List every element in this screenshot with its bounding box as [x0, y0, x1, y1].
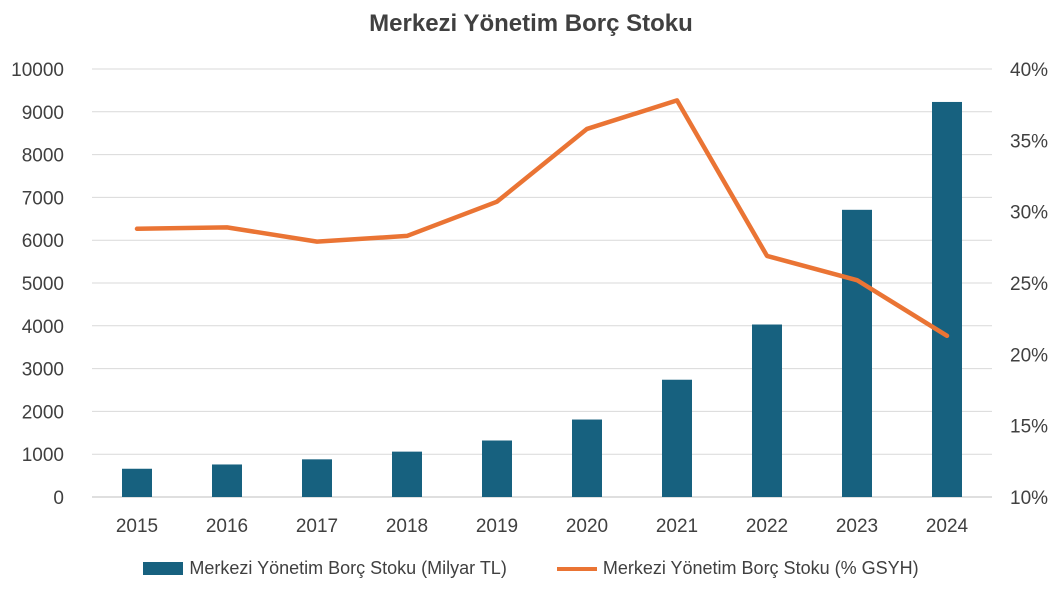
y-left-tick-label: 1000: [22, 445, 64, 466]
y-right-tick-label: 20%: [1010, 345, 1048, 366]
legend-bar-label: Merkezi Yönetim Borç Stoku (Milyar TL): [189, 558, 507, 578]
bar-2017: [302, 459, 332, 497]
bar-2023: [842, 209, 872, 497]
y-left-tick-label: 4000: [22, 317, 64, 338]
x-tick-label: 2020: [566, 516, 608, 537]
legend-bar-swatch: [143, 562, 184, 575]
legend-line-swatch: [556, 566, 597, 571]
x-tick-label: 2017: [296, 516, 338, 537]
chart-title: Merkezi Yönetim Borç Stoku: [369, 10, 693, 37]
bar-2020: [572, 419, 602, 497]
x-tick-label: 2015: [116, 516, 158, 537]
y-right-tick-label: 35%: [1010, 131, 1048, 152]
y-right-tick-label: 40%: [1010, 60, 1048, 81]
bar-2024: [932, 101, 962, 498]
y-left-tick-label: 3000: [22, 360, 64, 381]
gridlines: [92, 68, 992, 498]
x-axis: 2015 2016 2017 2018 2019 2020 2021 2022 2023 2024: [116, 516, 969, 537]
y-right-tick-label: 10%: [1010, 488, 1048, 509]
bar-2015: [122, 468, 152, 497]
y-left-tick-label: 2000: [22, 402, 64, 423]
y-right-tick-label: 15%: [1010, 417, 1048, 438]
y-left-tick-label: 10000: [11, 60, 64, 81]
legend-item-line: Merkezi Yönetim Borç Stoku (% GSYH): [556, 558, 919, 579]
x-tick-label: 2023: [836, 516, 878, 537]
y-left-tick-label: 7000: [22, 188, 64, 209]
bar-2018: [392, 451, 422, 497]
right-axis: 10% 15% 20% 25% 30% 35% 40%: [1010, 60, 1048, 509]
y-left-tick-label: 6000: [22, 231, 64, 252]
x-tick-label: 2019: [476, 516, 518, 537]
legend-line-label: Merkezi Yönetim Borç Stoku (% GSYH): [602, 558, 919, 578]
y-left-tick-label: 0: [53, 488, 64, 509]
bar-2016: [212, 464, 242, 497]
bar-2019: [482, 440, 512, 497]
left-axis: 0 1000 2000 3000 4000 5000 6000 7000 8000 9000 100…: [11, 60, 64, 509]
x-tick-label: 2016: [206, 516, 248, 537]
chart-area: 0 1000 2000 3000 4000 5000 6000 7000 8000 9000 100…: [11, 60, 1048, 537]
legend-item-bar: Merkezi Yönetim Borç Stoku (Milyar TL): [143, 558, 507, 579]
y-left-tick-label: 9000: [22, 103, 64, 124]
bar-2022: [752, 324, 782, 497]
line-series: [134, 98, 950, 339]
x-tick-label: 2022: [746, 516, 788, 537]
y-right-tick-label: 30%: [1010, 203, 1048, 224]
y-left-tick-label: 8000: [22, 146, 64, 167]
legend: Merkezi Yönetim Borç Stoku (Milyar TL) M…: [0, 558, 1062, 579]
y-right-tick-label: 25%: [1010, 274, 1048, 295]
x-tick-label: 2024: [926, 516, 969, 537]
line-gsyh: [134, 98, 950, 339]
x-tick-label: 2021: [656, 516, 698, 537]
x-tick-label: 2018: [386, 516, 428, 537]
y-left-tick-label: 5000: [22, 274, 64, 295]
bar-series: [122, 101, 962, 498]
bar-2021: [662, 379, 692, 497]
